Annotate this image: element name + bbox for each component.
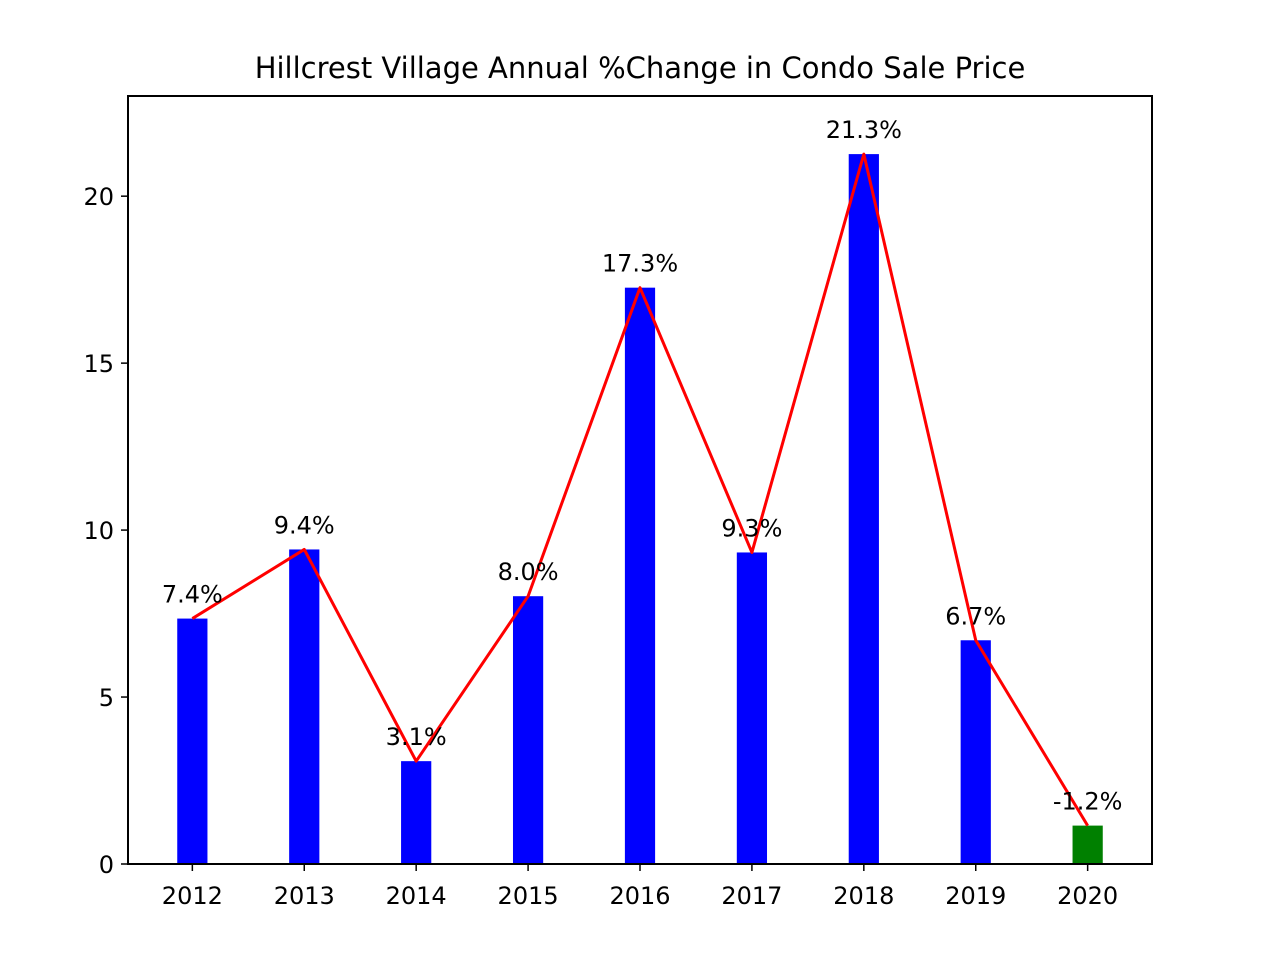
- trend-line: [191, 152, 1089, 827]
- x-tick-label-2012: 2012: [162, 882, 223, 910]
- x-tick-label-2014: 2014: [386, 882, 447, 910]
- bar-2017: [736, 552, 768, 864]
- bar-2019: [960, 640, 991, 864]
- data-label-2012: 7.4%: [162, 581, 223, 609]
- x-tick-label-2020: 2020: [1057, 882, 1118, 910]
- data-label-2018: 21.3%: [826, 116, 902, 144]
- bar-2015: [512, 596, 544, 864]
- data-label-2014: 3.1%: [386, 723, 447, 751]
- data-label-2019: 6.7%: [945, 602, 1006, 630]
- y-tick-label-10: 10: [83, 517, 114, 545]
- x-tick-label-2018: 2018: [833, 882, 894, 910]
- x-axis: 2012 2013 2014 2015 2016 2017 2018 2019 2020: [162, 864, 1118, 910]
- x-tick-label-2017: 2017: [721, 882, 782, 910]
- bars-layer: [177, 154, 1103, 864]
- bar-2013: [289, 549, 320, 864]
- data-label-2013: 9.4%: [274, 511, 335, 539]
- y-tick-label-15: 15: [83, 350, 114, 378]
- bar-2014: [401, 761, 432, 864]
- y-tick-label-0: 0: [99, 851, 114, 879]
- x-tick-label-2015: 2015: [498, 882, 559, 910]
- y-axis: 0 5 10 15 20: [83, 183, 128, 879]
- data-label-2015: 8.0%: [498, 558, 559, 586]
- bar-2020: [1072, 825, 1103, 864]
- x-tick-label-2013: 2013: [274, 882, 335, 910]
- chart-title: Hillcrest Village Annual %Change in Cond…: [255, 51, 1026, 85]
- bar-2018: [848, 154, 879, 864]
- x-tick-label-2016: 2016: [609, 882, 670, 910]
- bar-2016: [624, 287, 656, 864]
- data-labels-layer: 7.4% 9.4% 3.1% 8.0% 17.3% 9.3% 21.3% 6.7% -1.2%: [162, 116, 1123, 815]
- x-tick-label-2019: 2019: [945, 882, 1006, 910]
- data-label-2016: 17.3%: [602, 250, 678, 278]
- data-label-2017: 9.3%: [721, 514, 782, 542]
- data-label-2020: -1.2%: [1053, 788, 1123, 816]
- y-tick-label-20: 20: [83, 183, 114, 211]
- line-layer: [191, 152, 1089, 827]
- bar-2012: [177, 618, 208, 864]
- y-tick-label-5: 5: [99, 684, 114, 712]
